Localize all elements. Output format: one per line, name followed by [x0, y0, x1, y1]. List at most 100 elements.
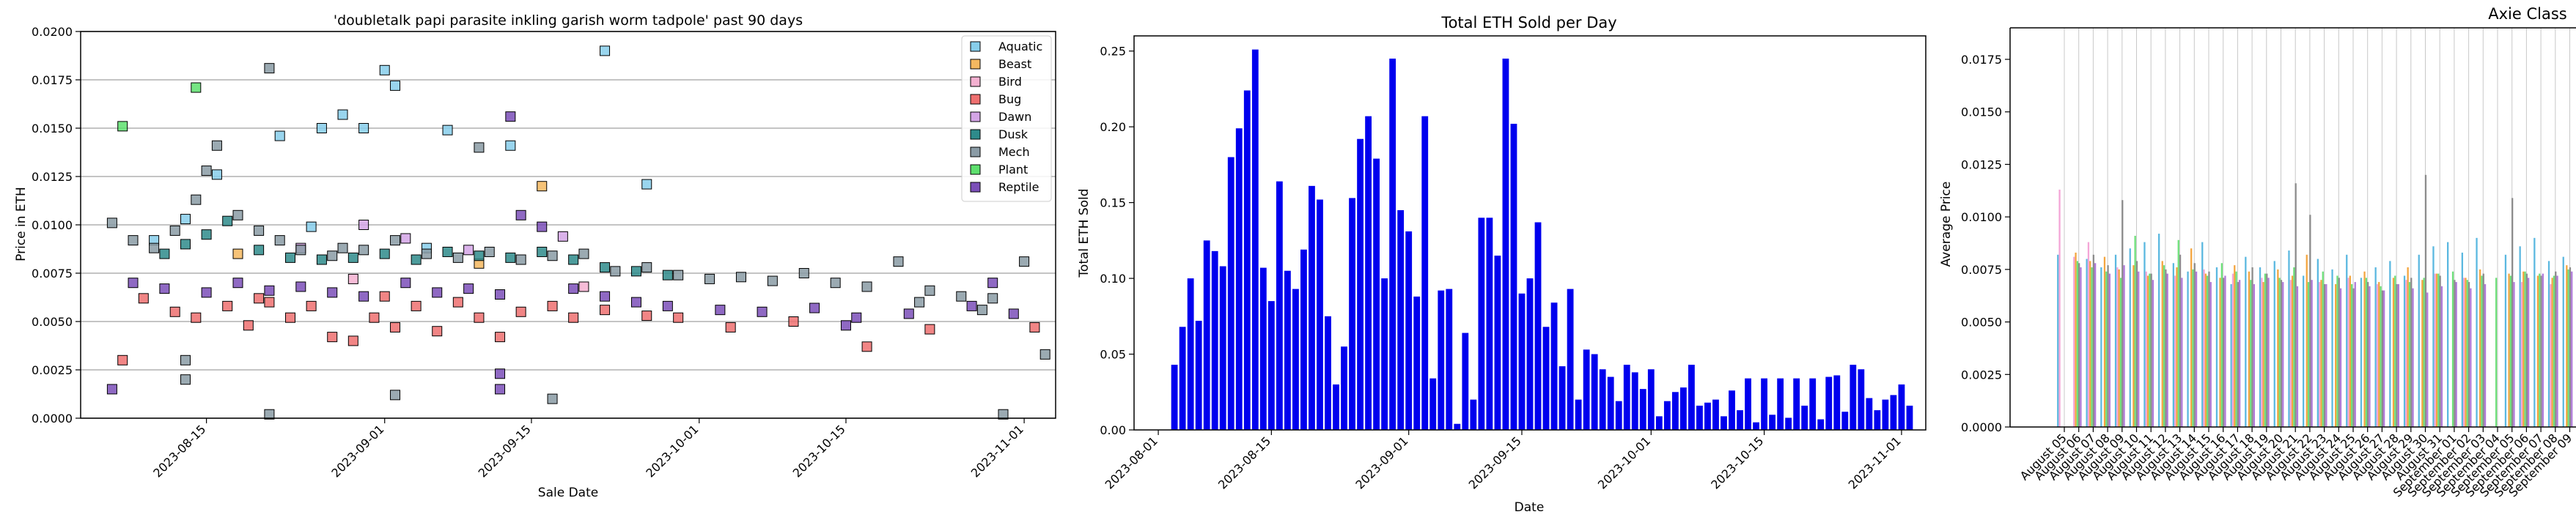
scatter-point: [557, 231, 568, 242]
bar: [1494, 256, 1501, 430]
bar: [1567, 289, 1574, 430]
bar: [2339, 288, 2342, 427]
bar: [2323, 283, 2326, 427]
scatter-point: [180, 354, 191, 365]
scatter-point: [442, 125, 453, 135]
bar: [1171, 365, 1178, 430]
bar: [2280, 280, 2283, 427]
scatter-point: [976, 305, 987, 316]
scatter-point: [442, 246, 453, 257]
bar: [2208, 271, 2210, 427]
bar: [1276, 181, 1283, 430]
y-axis-label: Total ETH Sold: [1077, 188, 1092, 278]
bar: [1211, 250, 1218, 430]
scatter-point: [390, 80, 401, 91]
scatter-point: [495, 289, 506, 300]
scatter-point: [903, 308, 914, 319]
bar: [2108, 273, 2111, 427]
bar: [2533, 237, 2536, 427]
bar: [1438, 290, 1445, 430]
scatter-point: [254, 293, 265, 304]
scatter-point: [956, 291, 967, 302]
bar: [2550, 283, 2552, 427]
bar: [1470, 399, 1477, 430]
bar: [2447, 242, 2449, 427]
scatter-point: [735, 272, 746, 283]
bar: [1874, 410, 1881, 430]
scatter-point: [547, 300, 558, 311]
bars: [2057, 174, 2573, 427]
scatter-point: [610, 266, 621, 277]
bar: [1655, 416, 1663, 430]
bar: [2152, 280, 2154, 427]
scatter-point: [840, 320, 851, 331]
bar: [2103, 256, 2106, 427]
scatter-point: [379, 248, 390, 259]
scatter-point: [725, 322, 736, 333]
bar: [2394, 275, 2396, 427]
legend-swatch: [970, 146, 981, 157]
scatter-point: [222, 300, 233, 311]
bar: [2235, 271, 2237, 427]
bar: [2193, 263, 2196, 427]
bar: [2245, 256, 2247, 427]
scatter-point: [274, 235, 285, 246]
bar: [2296, 286, 2299, 427]
bar: [2470, 288, 2472, 427]
scatter-point: [1029, 322, 1040, 333]
bar: [2303, 275, 2305, 427]
scatter-point: [191, 194, 202, 205]
bar: [2331, 269, 2333, 427]
bar: [2484, 283, 2487, 427]
bar: [2562, 256, 2564, 427]
bar: [2405, 280, 2407, 427]
bar: [1325, 316, 1331, 430]
bar: [2145, 271, 2147, 427]
legend: Aquatic Beast Bird Bug Dawn Dusk Mech Plant Rept…: [961, 35, 1052, 202]
x-axis-label: Sale Date: [538, 486, 598, 500]
bar: [1615, 401, 1622, 430]
bar: [1518, 293, 1526, 430]
bar: [2519, 246, 2521, 427]
scatter-points: [106, 45, 1050, 420]
scatter-point: [211, 169, 222, 180]
bar: [1365, 116, 1372, 430]
y-tick-label: 0.0025: [32, 363, 73, 377]
bar: [2107, 265, 2109, 427]
scatter-point: [138, 293, 149, 304]
legend-label: Beast: [998, 57, 1031, 71]
scatter-point: [505, 111, 516, 122]
bar: [1421, 116, 1429, 430]
scatter-point: [893, 256, 904, 267]
bar: [2363, 271, 2366, 427]
bar: [1801, 405, 1808, 430]
bar: [2347, 278, 2349, 427]
bar: [1809, 378, 1817, 430]
bar: [2335, 283, 2337, 427]
bar: [1259, 267, 1267, 430]
bar: [2421, 280, 2424, 427]
scatter-point: [180, 374, 191, 385]
legend-label: Dawn: [998, 110, 1031, 124]
scatter-point: [788, 316, 799, 327]
bar: [2407, 267, 2409, 427]
bar: [2219, 278, 2221, 427]
bar: [2187, 271, 2189, 427]
scatter-point: [1039, 349, 1050, 360]
scatter-point: [851, 312, 862, 323]
bar: [1777, 378, 1784, 430]
bar: [2408, 282, 2411, 427]
scatter-point: [117, 121, 128, 132]
bar: [2412, 288, 2414, 427]
bar: [1583, 349, 1590, 430]
scatter-point: [358, 291, 369, 302]
scatter-point: [568, 254, 579, 265]
legend-swatch: [970, 164, 981, 175]
bar: [1607, 376, 1614, 430]
scatter-point: [998, 409, 1009, 420]
bar: [2058, 189, 2061, 427]
scatter-point: [537, 221, 548, 232]
bar: [1679, 387, 1687, 430]
bar: [2325, 283, 2327, 427]
bar: [1389, 59, 1396, 431]
